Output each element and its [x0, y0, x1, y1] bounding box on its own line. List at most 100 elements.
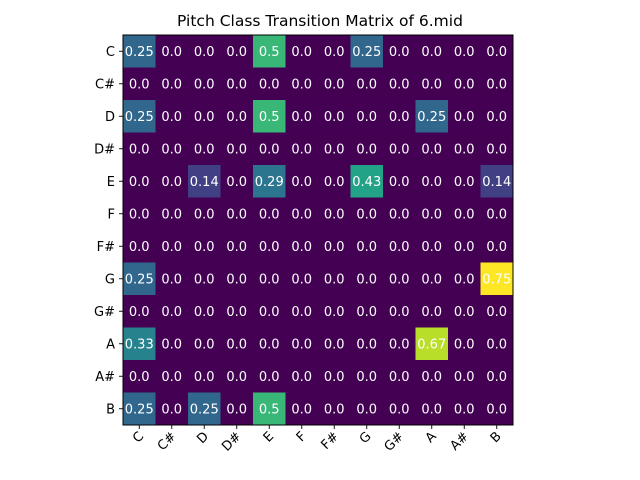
- heatmap-cell: [188, 327, 221, 361]
- cell-value-label: 0.0: [454, 45, 475, 60]
- heatmap-cell: [220, 67, 254, 101]
- heatmap-cell: [383, 165, 416, 198]
- heatmap-cell: [415, 165, 449, 198]
- cell-value-label: 0.0: [389, 402, 410, 417]
- cell-value-label: 0.0: [486, 77, 507, 92]
- cell-value-label: 0.0: [356, 110, 377, 125]
- cell-value-label: 0.0: [324, 337, 345, 352]
- heatmap-cell: [253, 360, 286, 393]
- heatmap-cell: [220, 360, 254, 393]
- y-tick-label: G#: [94, 305, 115, 320]
- heatmap-cell: [318, 360, 351, 393]
- y-tick-label: A: [106, 337, 115, 352]
- heatmap-cell: [188, 392, 221, 426]
- heatmap-cell: [318, 262, 351, 296]
- cell-value-label: 0.0: [291, 77, 312, 92]
- cell-value-label: 0.0: [324, 110, 345, 125]
- heatmap-cell: [285, 230, 319, 263]
- y-tick-label: C#: [95, 77, 115, 92]
- cell-value-label: 0.0: [259, 207, 280, 222]
- heatmap-cell: [253, 262, 286, 296]
- y-tick-label: D: [105, 110, 115, 125]
- cell-value-label: 0.0: [129, 207, 150, 222]
- cell-value-label: 0.43: [352, 175, 381, 190]
- heatmap-cell: [123, 100, 156, 133]
- cell-value-label: 0.0: [226, 370, 247, 385]
- y-tick-label: C: [106, 45, 115, 60]
- heatmap-cell: [350, 35, 384, 68]
- cell-value-label: 0.0: [129, 142, 150, 157]
- cell-value-label: 0.5: [259, 45, 280, 60]
- heatmap-cell: [318, 197, 351, 231]
- cell-value-label: 0.0: [389, 175, 410, 190]
- cell-value-label: 0.0: [324, 77, 345, 92]
- cell-value-label: 0.0: [421, 142, 442, 157]
- heatmap-cell: [383, 327, 416, 361]
- heatmap-cell: [285, 327, 319, 361]
- cell-value-label: 0.0: [194, 77, 215, 92]
- heatmap-cell: [155, 230, 189, 263]
- cell-value-label: 0.0: [259, 240, 280, 255]
- heatmap-cell: [415, 132, 449, 166]
- cell-value-label: 0.0: [194, 142, 215, 157]
- heatmap-cell: [415, 262, 449, 296]
- heatmap-cell: [220, 295, 254, 328]
- cell-value-label: 0.0: [389, 370, 410, 385]
- heatmap-cell: [123, 262, 156, 296]
- heatmap-cell: [155, 262, 189, 296]
- heatmap-cell: [155, 197, 189, 231]
- heatmap-cell: [285, 165, 319, 198]
- heatmap-cell: [253, 295, 286, 328]
- heatmap-cell: [318, 230, 351, 263]
- heatmap-cell: [318, 67, 351, 101]
- heatmap-cell: [318, 35, 351, 68]
- cell-value-label: 0.0: [226, 207, 247, 222]
- cell-value-label: 0.0: [389, 207, 410, 222]
- heatmap-cell: [415, 360, 449, 393]
- heatmap-cell: [318, 100, 351, 133]
- cell-value-label: 0.0: [226, 77, 247, 92]
- heatmap-cell: [220, 230, 254, 263]
- cell-value-label: 0.0: [486, 240, 507, 255]
- cell-value-label: 0.0: [161, 402, 182, 417]
- cell-value-label: 0.0: [161, 305, 182, 320]
- cell-value-label: 0.0: [389, 272, 410, 287]
- cell-value-label: 0.0: [454, 142, 475, 157]
- cell-value-label: 0.0: [226, 272, 247, 287]
- cell-value-label: 0.0: [356, 207, 377, 222]
- cell-value-label: 0.5: [259, 110, 280, 125]
- heatmap-cell: [480, 392, 514, 426]
- cell-value-label: 0.0: [421, 45, 442, 60]
- heatmap-cell: [123, 360, 156, 393]
- cell-value-label: 0.0: [421, 77, 442, 92]
- heatmap-cell: [383, 295, 416, 328]
- cell-value-label: 0.0: [194, 45, 215, 60]
- cell-value-label: 0.0: [161, 337, 182, 352]
- cell-value-label: 0.0: [226, 337, 247, 352]
- heatmap-cell: [415, 392, 449, 426]
- cell-value-label: 0.0: [226, 402, 247, 417]
- cell-value-label: 0.0: [259, 142, 280, 157]
- heatmap-cell: [480, 327, 514, 361]
- heatmap-cell: [253, 67, 286, 101]
- cell-value-label: 0.0: [291, 207, 312, 222]
- cell-value-label: 0.0: [486, 142, 507, 157]
- cell-value-label: 0.0: [291, 175, 312, 190]
- heatmap-cell: [155, 67, 189, 101]
- heatmap-cell: [448, 360, 481, 393]
- heatmap-cell: [350, 392, 384, 426]
- cell-value-label: 0.0: [291, 305, 312, 320]
- cell-value-label: 0.0: [356, 402, 377, 417]
- heatmap-cell: [188, 165, 221, 198]
- cell-value-label: 0.0: [161, 240, 182, 255]
- y-tick-label: A#: [95, 370, 115, 385]
- heatmap-cell: [155, 360, 189, 393]
- heatmap-cell: [480, 165, 514, 198]
- heatmap-cell: [383, 35, 416, 68]
- heatmap-cell: [383, 392, 416, 426]
- heatmap-cell: [448, 165, 481, 198]
- heatmap-cell: [350, 67, 384, 101]
- cell-value-label: 0.0: [259, 337, 280, 352]
- heatmap-cell: [123, 197, 156, 231]
- cell-value-label: 0.0: [356, 77, 377, 92]
